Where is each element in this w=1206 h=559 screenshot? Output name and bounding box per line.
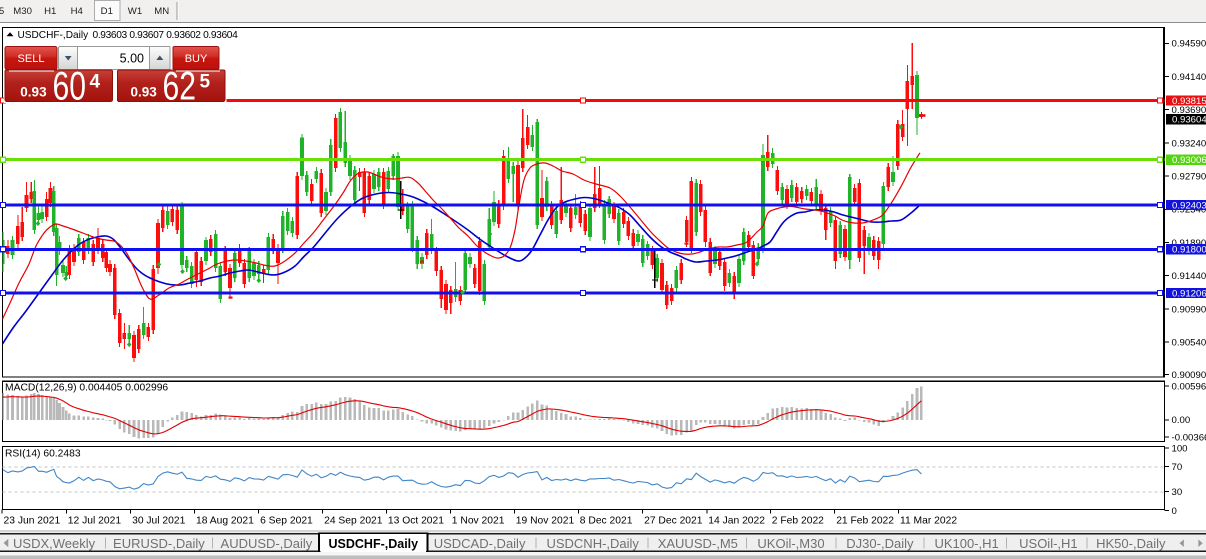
svg-text:USOil-,H1: USOil-,H1: [1019, 536, 1078, 551]
svg-text:0.94590: 0.94590: [1172, 39, 1206, 50]
svg-text:60: 60: [53, 64, 87, 108]
svg-text:MN: MN: [154, 6, 169, 17]
svg-text:0: 0: [1172, 506, 1177, 517]
svg-text:USDCAD-,Daily: USDCAD-,Daily: [434, 536, 526, 551]
svg-text:30 Jul 2021: 30 Jul 2021: [132, 516, 186, 527]
svg-text:5.00: 5.00: [120, 52, 144, 66]
svg-text:M30: M30: [13, 6, 32, 17]
svg-text:H4: H4: [71, 6, 84, 17]
svg-text:0.93006: 0.93006: [1172, 155, 1206, 166]
svg-text:0.90090: 0.90090: [1172, 370, 1206, 381]
svg-text:0.90990: 0.90990: [1172, 304, 1206, 315]
svg-text:0.92790: 0.92790: [1172, 172, 1206, 183]
svg-text:MACD(12,26,9) 0.004405 0.00299: MACD(12,26,9) 0.004405 0.002996: [5, 383, 168, 394]
svg-text:0.005963: 0.005963: [1172, 382, 1206, 393]
svg-text:0.93240: 0.93240: [1172, 138, 1206, 149]
svg-text:0.93690: 0.93690: [1172, 105, 1206, 116]
svg-text:EURUSD-,Daily: EURUSD-,Daily: [113, 536, 205, 551]
svg-text:24 Sep 2021: 24 Sep 2021: [324, 516, 383, 527]
svg-text:0.91800: 0.91800: [1172, 245, 1206, 256]
svg-text:0.93815: 0.93815: [1172, 96, 1206, 107]
svg-text:1 Nov 2021: 1 Nov 2021: [452, 516, 505, 527]
svg-text:0.90540: 0.90540: [1172, 338, 1206, 349]
svg-text:0.91440: 0.91440: [1172, 271, 1206, 282]
svg-text:4: 4: [90, 72, 101, 93]
svg-text:UK100-,H1: UK100-,H1: [934, 536, 998, 551]
svg-text:0.91206: 0.91206: [1172, 288, 1206, 299]
svg-text:RSI(14) 60.2483: RSI(14) 60.2483: [5, 449, 81, 460]
svg-text:W1: W1: [128, 6, 142, 17]
svg-text:19 Nov 2021: 19 Nov 2021: [516, 516, 575, 527]
svg-text:21 Feb 2022: 21 Feb 2022: [836, 516, 894, 527]
svg-text:H1: H1: [44, 6, 56, 17]
svg-text:0.92403: 0.92403: [1172, 200, 1206, 211]
svg-text:5: 5: [200, 72, 211, 93]
svg-text:2 Feb 2022: 2 Feb 2022: [772, 516, 824, 527]
svg-text:UKOil-,M30: UKOil-,M30: [757, 536, 824, 551]
svg-text:0.93: 0.93: [131, 85, 158, 100]
svg-text:14 Jan 2022: 14 Jan 2022: [708, 516, 765, 527]
svg-text:DJ30-,Daily: DJ30-,Daily: [846, 536, 914, 551]
svg-text:0.93604: 0.93604: [1172, 115, 1206, 126]
svg-text:5: 5: [0, 6, 4, 17]
svg-text:0.94140: 0.94140: [1172, 72, 1206, 83]
svg-text:27 Dec 2021: 27 Dec 2021: [644, 516, 703, 527]
svg-text:13 Oct 2021: 13 Oct 2021: [388, 516, 444, 527]
svg-text:62: 62: [163, 64, 197, 108]
svg-text:HK50-,Daily: HK50-,Daily: [1096, 536, 1166, 551]
svg-text:0.91890: 0.91890: [1172, 238, 1206, 249]
svg-text:6 Sep 2021: 6 Sep 2021: [260, 516, 313, 527]
svg-text:0.93603 0.93607 0.93602 0.9360: 0.93603 0.93607 0.93602 0.93604: [93, 30, 239, 41]
svg-text:12 Jul 2021: 12 Jul 2021: [68, 516, 122, 527]
svg-text:USDX,Weekly: USDX,Weekly: [13, 536, 96, 551]
svg-text:30: 30: [1172, 487, 1183, 498]
svg-text:AUDUSD-,Daily: AUDUSD-,Daily: [221, 536, 313, 551]
svg-text:BUY: BUY: [185, 53, 208, 65]
svg-text:8 Dec 2021: 8 Dec 2021: [580, 516, 633, 527]
svg-text:100: 100: [1172, 443, 1188, 454]
svg-text:70: 70: [1172, 462, 1183, 473]
svg-text:USDCHF-,Daily: USDCHF-,Daily: [329, 537, 419, 551]
svg-text:18 Aug 2021: 18 Aug 2021: [196, 516, 254, 527]
svg-text:XAUUSD-,M5: XAUUSD-,M5: [658, 536, 738, 551]
svg-text:-0.003664: -0.003664: [1172, 432, 1206, 443]
svg-text:USDCNH-,Daily: USDCNH-,Daily: [546, 536, 639, 551]
svg-text:USDCHF-,Daily: USDCHF-,Daily: [18, 30, 90, 41]
svg-text:0.00: 0.00: [1172, 415, 1191, 426]
svg-text:SELL: SELL: [18, 53, 45, 65]
svg-text:0.93: 0.93: [20, 85, 47, 100]
svg-text:11 Mar 2022: 11 Mar 2022: [900, 516, 957, 527]
svg-text:23 Jun 2021: 23 Jun 2021: [4, 516, 61, 527]
svg-text:D1: D1: [101, 6, 113, 17]
